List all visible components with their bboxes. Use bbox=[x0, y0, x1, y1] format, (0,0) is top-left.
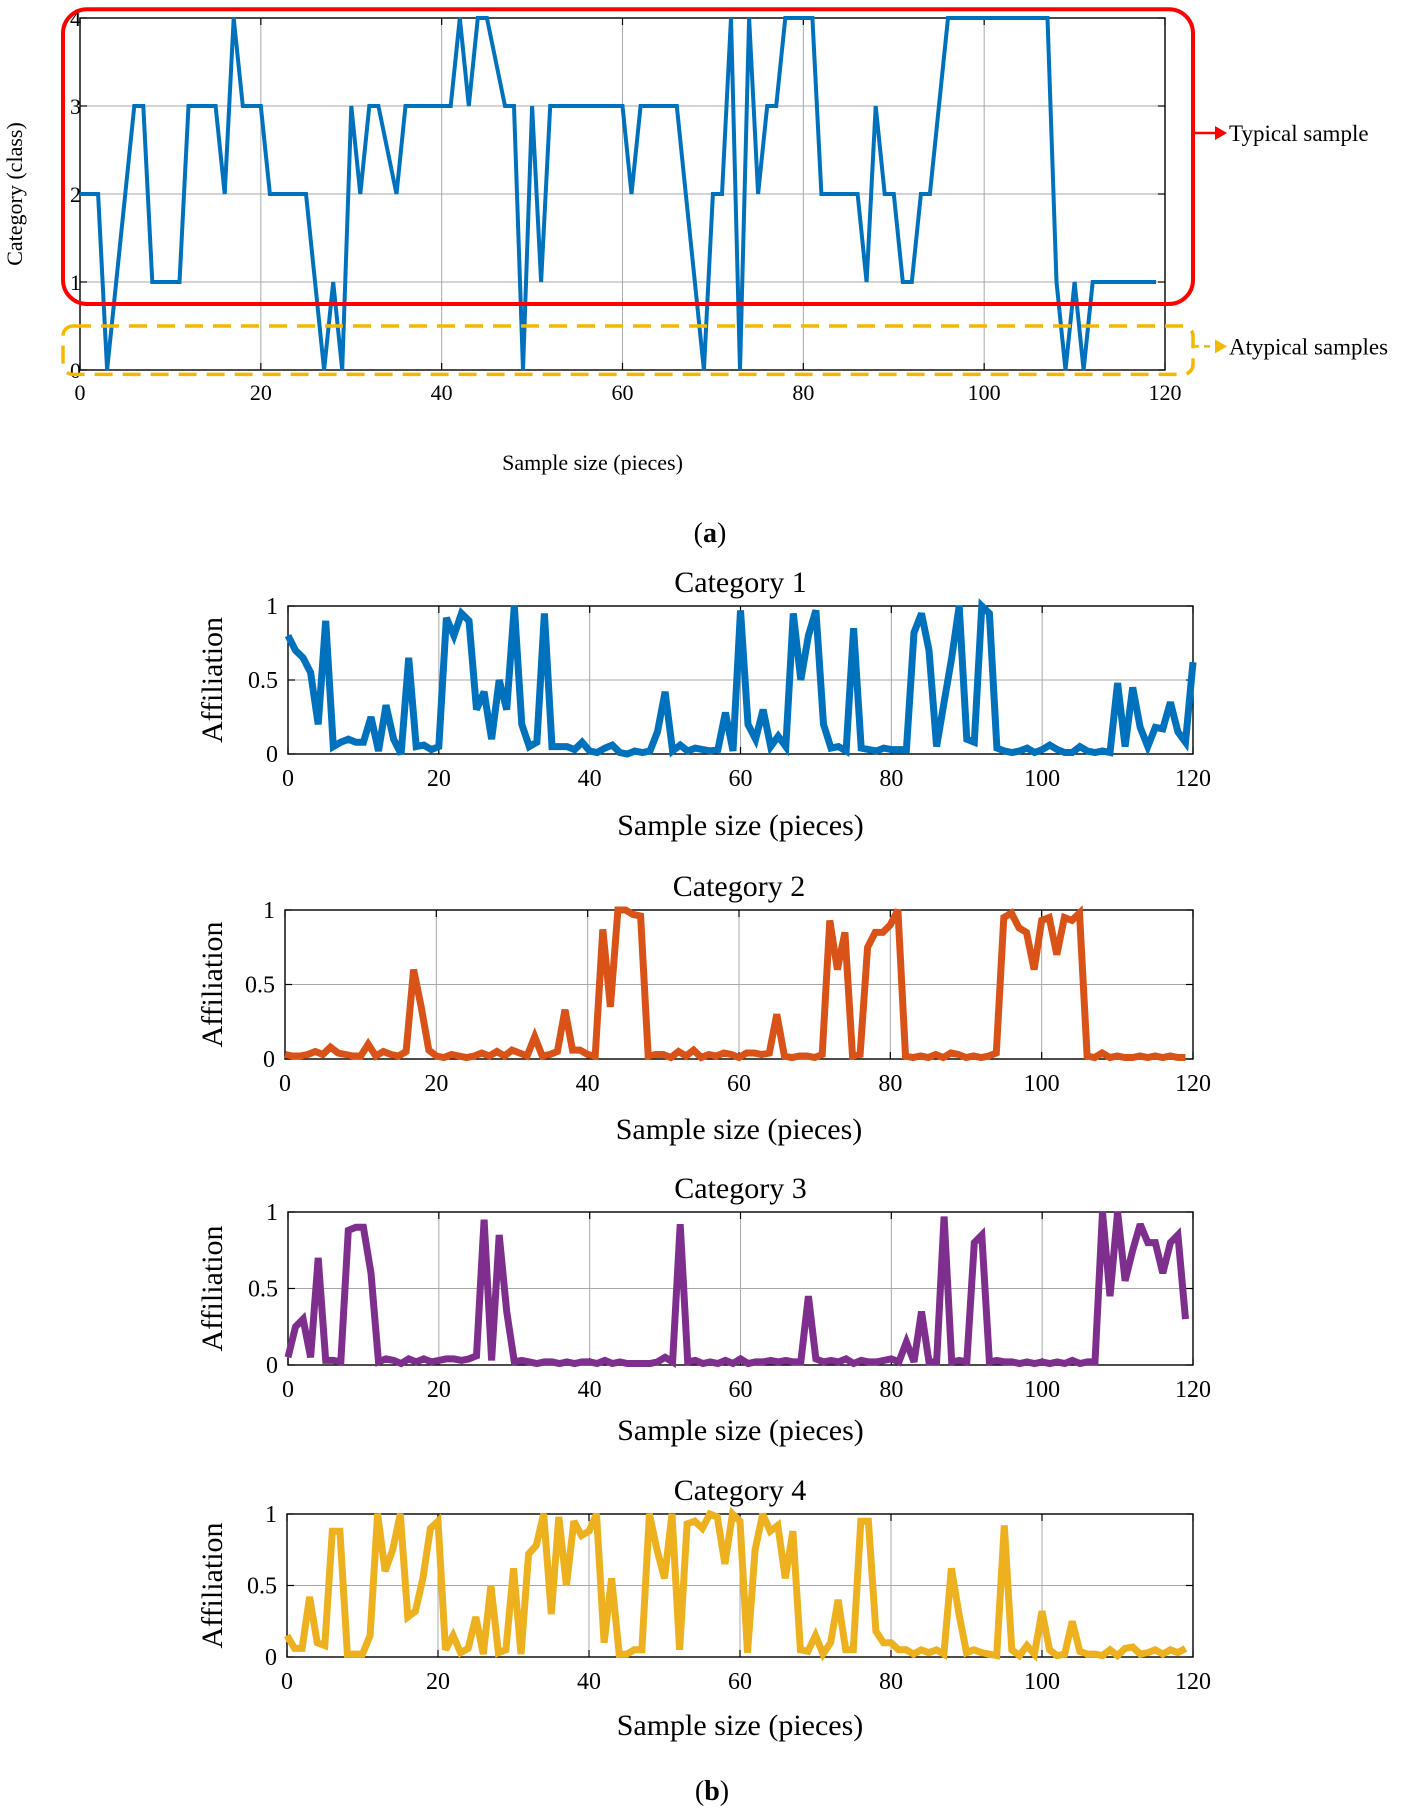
x-axis-label: Sample size (pieces) bbox=[617, 1414, 864, 1447]
y-tick-label: 0.5 bbox=[245, 973, 275, 999]
x-tick-label: 100 bbox=[1024, 1377, 1060, 1403]
series-line-1 bbox=[283, 1506, 1188, 1662]
annotation-arrow-head bbox=[1215, 126, 1227, 140]
x-axis-label: Sample size (pieces) bbox=[617, 1709, 864, 1742]
chart-panel-a: 0 20 40 60 80 100 120 0 1 2 3 4 Sample size (pieces)… bbox=[2, 6, 1388, 475]
panel-label-a: (a) bbox=[694, 518, 727, 549]
x-tick-label: 120 bbox=[1175, 1669, 1211, 1695]
x-tick-label: 100 bbox=[1024, 1669, 1060, 1695]
y-tick-label: 0.5 bbox=[248, 668, 278, 694]
y-tick-label: 0 bbox=[70, 358, 81, 383]
y-tick-label: 0.5 bbox=[248, 1277, 278, 1303]
y-tick-label: 0.5 bbox=[247, 1574, 277, 1600]
y-tick-label: 1 bbox=[263, 898, 275, 924]
x-tick-label: 120 bbox=[1175, 1071, 1211, 1097]
y-axis-label: Category (class) bbox=[2, 122, 27, 266]
x-axis-label: Sample size (pieces) bbox=[502, 450, 683, 475]
annotation-label: Atypical samples bbox=[1229, 334, 1388, 359]
x-tick-label: 120 bbox=[1175, 766, 1211, 792]
series-line-1 bbox=[284, 905, 1186, 1062]
annotation-box-1 bbox=[61, 7, 1195, 306]
annotation-arrow-head bbox=[1215, 339, 1227, 354]
x-axis-label: Sample size (pieces) bbox=[617, 809, 864, 842]
x-tick-label: 60 bbox=[727, 1071, 751, 1097]
x-tick-label: 100 bbox=[968, 380, 1001, 405]
series-line-1 bbox=[80, 16, 1156, 371]
annotation-box-2 bbox=[61, 324, 1195, 377]
annotation-label: Typical sample bbox=[1229, 121, 1369, 146]
x-tick-label: 20 bbox=[427, 1377, 451, 1403]
y-tick-label: 0 bbox=[266, 742, 278, 768]
panel-labels: (a) (b) bbox=[694, 518, 729, 1807]
x-tick-label: 20 bbox=[427, 766, 451, 792]
chart-title: Category 2 bbox=[673, 870, 805, 903]
series-line-1 bbox=[284, 598, 1197, 758]
y-axis-label: Affiliation bbox=[196, 1225, 229, 1351]
x-tick-label: 80 bbox=[879, 1669, 903, 1695]
y-axis-label: Affiliation bbox=[196, 1522, 229, 1648]
y-tick-label: 1 bbox=[265, 1502, 277, 1528]
y-tick-label: 3 bbox=[70, 94, 81, 119]
panel-label-b: (b) bbox=[695, 1776, 729, 1807]
x-tick-label: 20 bbox=[424, 1071, 448, 1097]
x-tick-label: 40 bbox=[577, 1669, 601, 1695]
x-tick-label: 60 bbox=[612, 380, 634, 405]
y-tick-label: 2 bbox=[70, 182, 81, 207]
series-line-1 bbox=[284, 1211, 1189, 1368]
x-tick-label: 40 bbox=[578, 766, 602, 792]
y-tick-label: 1 bbox=[266, 1200, 278, 1226]
chart-title: Category 1 bbox=[674, 566, 806, 599]
x-tick-label: 60 bbox=[728, 1669, 752, 1695]
x-tick-label: 60 bbox=[729, 1377, 753, 1403]
y-axis-label: Affiliation bbox=[196, 617, 229, 743]
y-tick-label: 0 bbox=[265, 1645, 277, 1671]
x-tick-label: 20 bbox=[250, 380, 272, 405]
chart-panel-b3: 0 20 40 60 80 100 120 0 0.5 1 Category 3 Sample siz… bbox=[196, 1172, 1211, 1447]
x-tick-label: 100 bbox=[1024, 766, 1060, 792]
x-tick-label: 120 bbox=[1175, 1377, 1211, 1403]
x-tick-label: 60 bbox=[729, 766, 753, 792]
y-tick-label: 0 bbox=[266, 1353, 278, 1379]
chart-panel-b4: 0 20 40 60 80 100 120 0 0.5 1 Category 4 Sample siz… bbox=[196, 1474, 1211, 1742]
chart-panel-b2: 0 20 40 60 80 100 120 0 0.5 1 Category 2 Sample siz… bbox=[196, 870, 1211, 1146]
x-tick-label: 80 bbox=[792, 380, 814, 405]
x-tick-label: 0 bbox=[281, 1669, 293, 1695]
x-tick-label: 40 bbox=[431, 380, 453, 405]
y-axis-label: Affiliation bbox=[196, 921, 229, 1047]
x-tick-label: 80 bbox=[879, 1377, 903, 1403]
x-tick-label: 120 bbox=[1149, 380, 1182, 405]
chart-title: Category 4 bbox=[674, 1474, 806, 1507]
x-tick-label: 0 bbox=[282, 766, 294, 792]
x-tick-label: 40 bbox=[576, 1071, 600, 1097]
x-tick-label: 0 bbox=[75, 380, 86, 405]
x-tick-label: 20 bbox=[426, 1669, 450, 1695]
y-tick-label: 0 bbox=[263, 1047, 275, 1073]
x-tick-label: 100 bbox=[1024, 1071, 1060, 1097]
x-tick-label: 40 bbox=[578, 1377, 602, 1403]
x-tick-label: 80 bbox=[878, 1071, 902, 1097]
chart-title: Category 3 bbox=[674, 1172, 806, 1205]
x-tick-label: 0 bbox=[282, 1377, 294, 1403]
x-tick-label: 0 bbox=[279, 1071, 291, 1097]
x-axis-label: Sample size (pieces) bbox=[616, 1113, 863, 1146]
y-tick-label: 1 bbox=[70, 270, 81, 295]
x-tick-label: 80 bbox=[879, 766, 903, 792]
chart-panel-b1: 0 20 40 60 80 100 120 0 0.5 1 Category 1 Sample siz… bbox=[196, 566, 1211, 842]
y-tick-label: 1 bbox=[266, 594, 278, 620]
y-tick-label: 4 bbox=[70, 6, 81, 31]
